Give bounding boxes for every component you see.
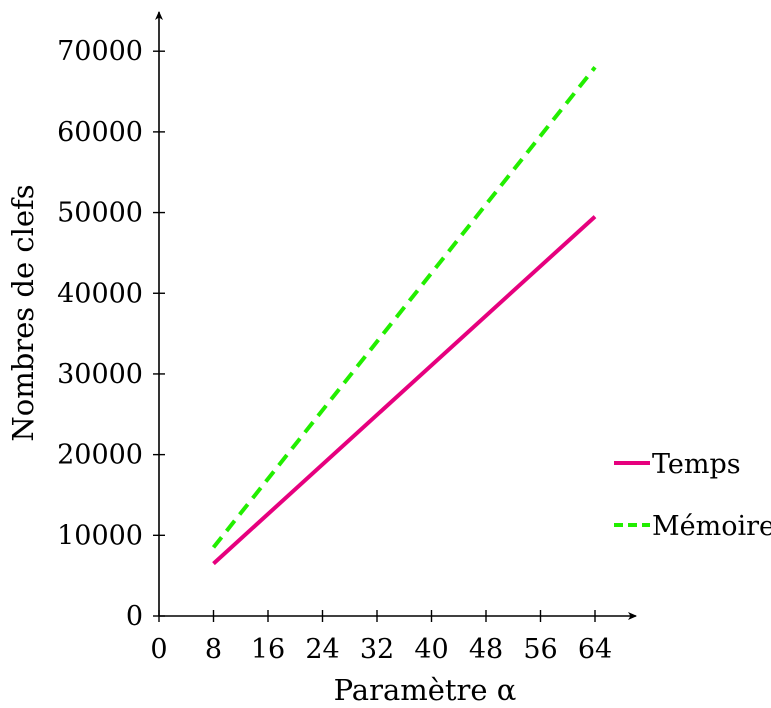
y-tick-label: 20000 xyxy=(57,440,143,471)
x-tick-label: 48 xyxy=(469,634,503,665)
x-tick-label: 64 xyxy=(578,634,612,665)
x-axis-title: Paramètre α xyxy=(334,673,517,707)
y-tick-label: 50000 xyxy=(57,198,143,229)
x-tick-label: 32 xyxy=(360,634,394,665)
y-tick-label: 70000 xyxy=(57,36,143,67)
series-line-0 xyxy=(212,215,597,566)
legend-label-1: Mémoire xyxy=(652,511,771,542)
x-tick-label: 0 xyxy=(150,634,167,665)
x-tick-label: 16 xyxy=(251,634,285,665)
y-tick-label: 30000 xyxy=(57,359,143,390)
y-axis-title: Nombres de clefs xyxy=(6,184,40,441)
plot-area: 0 8 16 24 32 40 48 56 64 0 10000 20000 30000 40000 500… xyxy=(57,11,637,665)
ticks-layer: 0 8 16 24 32 40 48 56 64 0 10000 20000 30000 40000 500… xyxy=(57,36,612,665)
x-tick-label: 24 xyxy=(305,634,339,665)
x-tick-label: 40 xyxy=(414,634,448,665)
y-tick-label: 10000 xyxy=(57,520,143,551)
y-tick-label: 0 xyxy=(126,601,143,632)
series-layer xyxy=(211,66,597,566)
legend-label-0: Temps xyxy=(652,449,741,480)
y-tick-label: 40000 xyxy=(57,278,143,309)
x-tick-label: 8 xyxy=(205,634,222,665)
series-line-1 xyxy=(211,66,597,549)
x-tick-label: 56 xyxy=(523,634,557,665)
legend: Temps Mémoire xyxy=(614,449,771,542)
y-tick-label: 60000 xyxy=(57,117,143,148)
